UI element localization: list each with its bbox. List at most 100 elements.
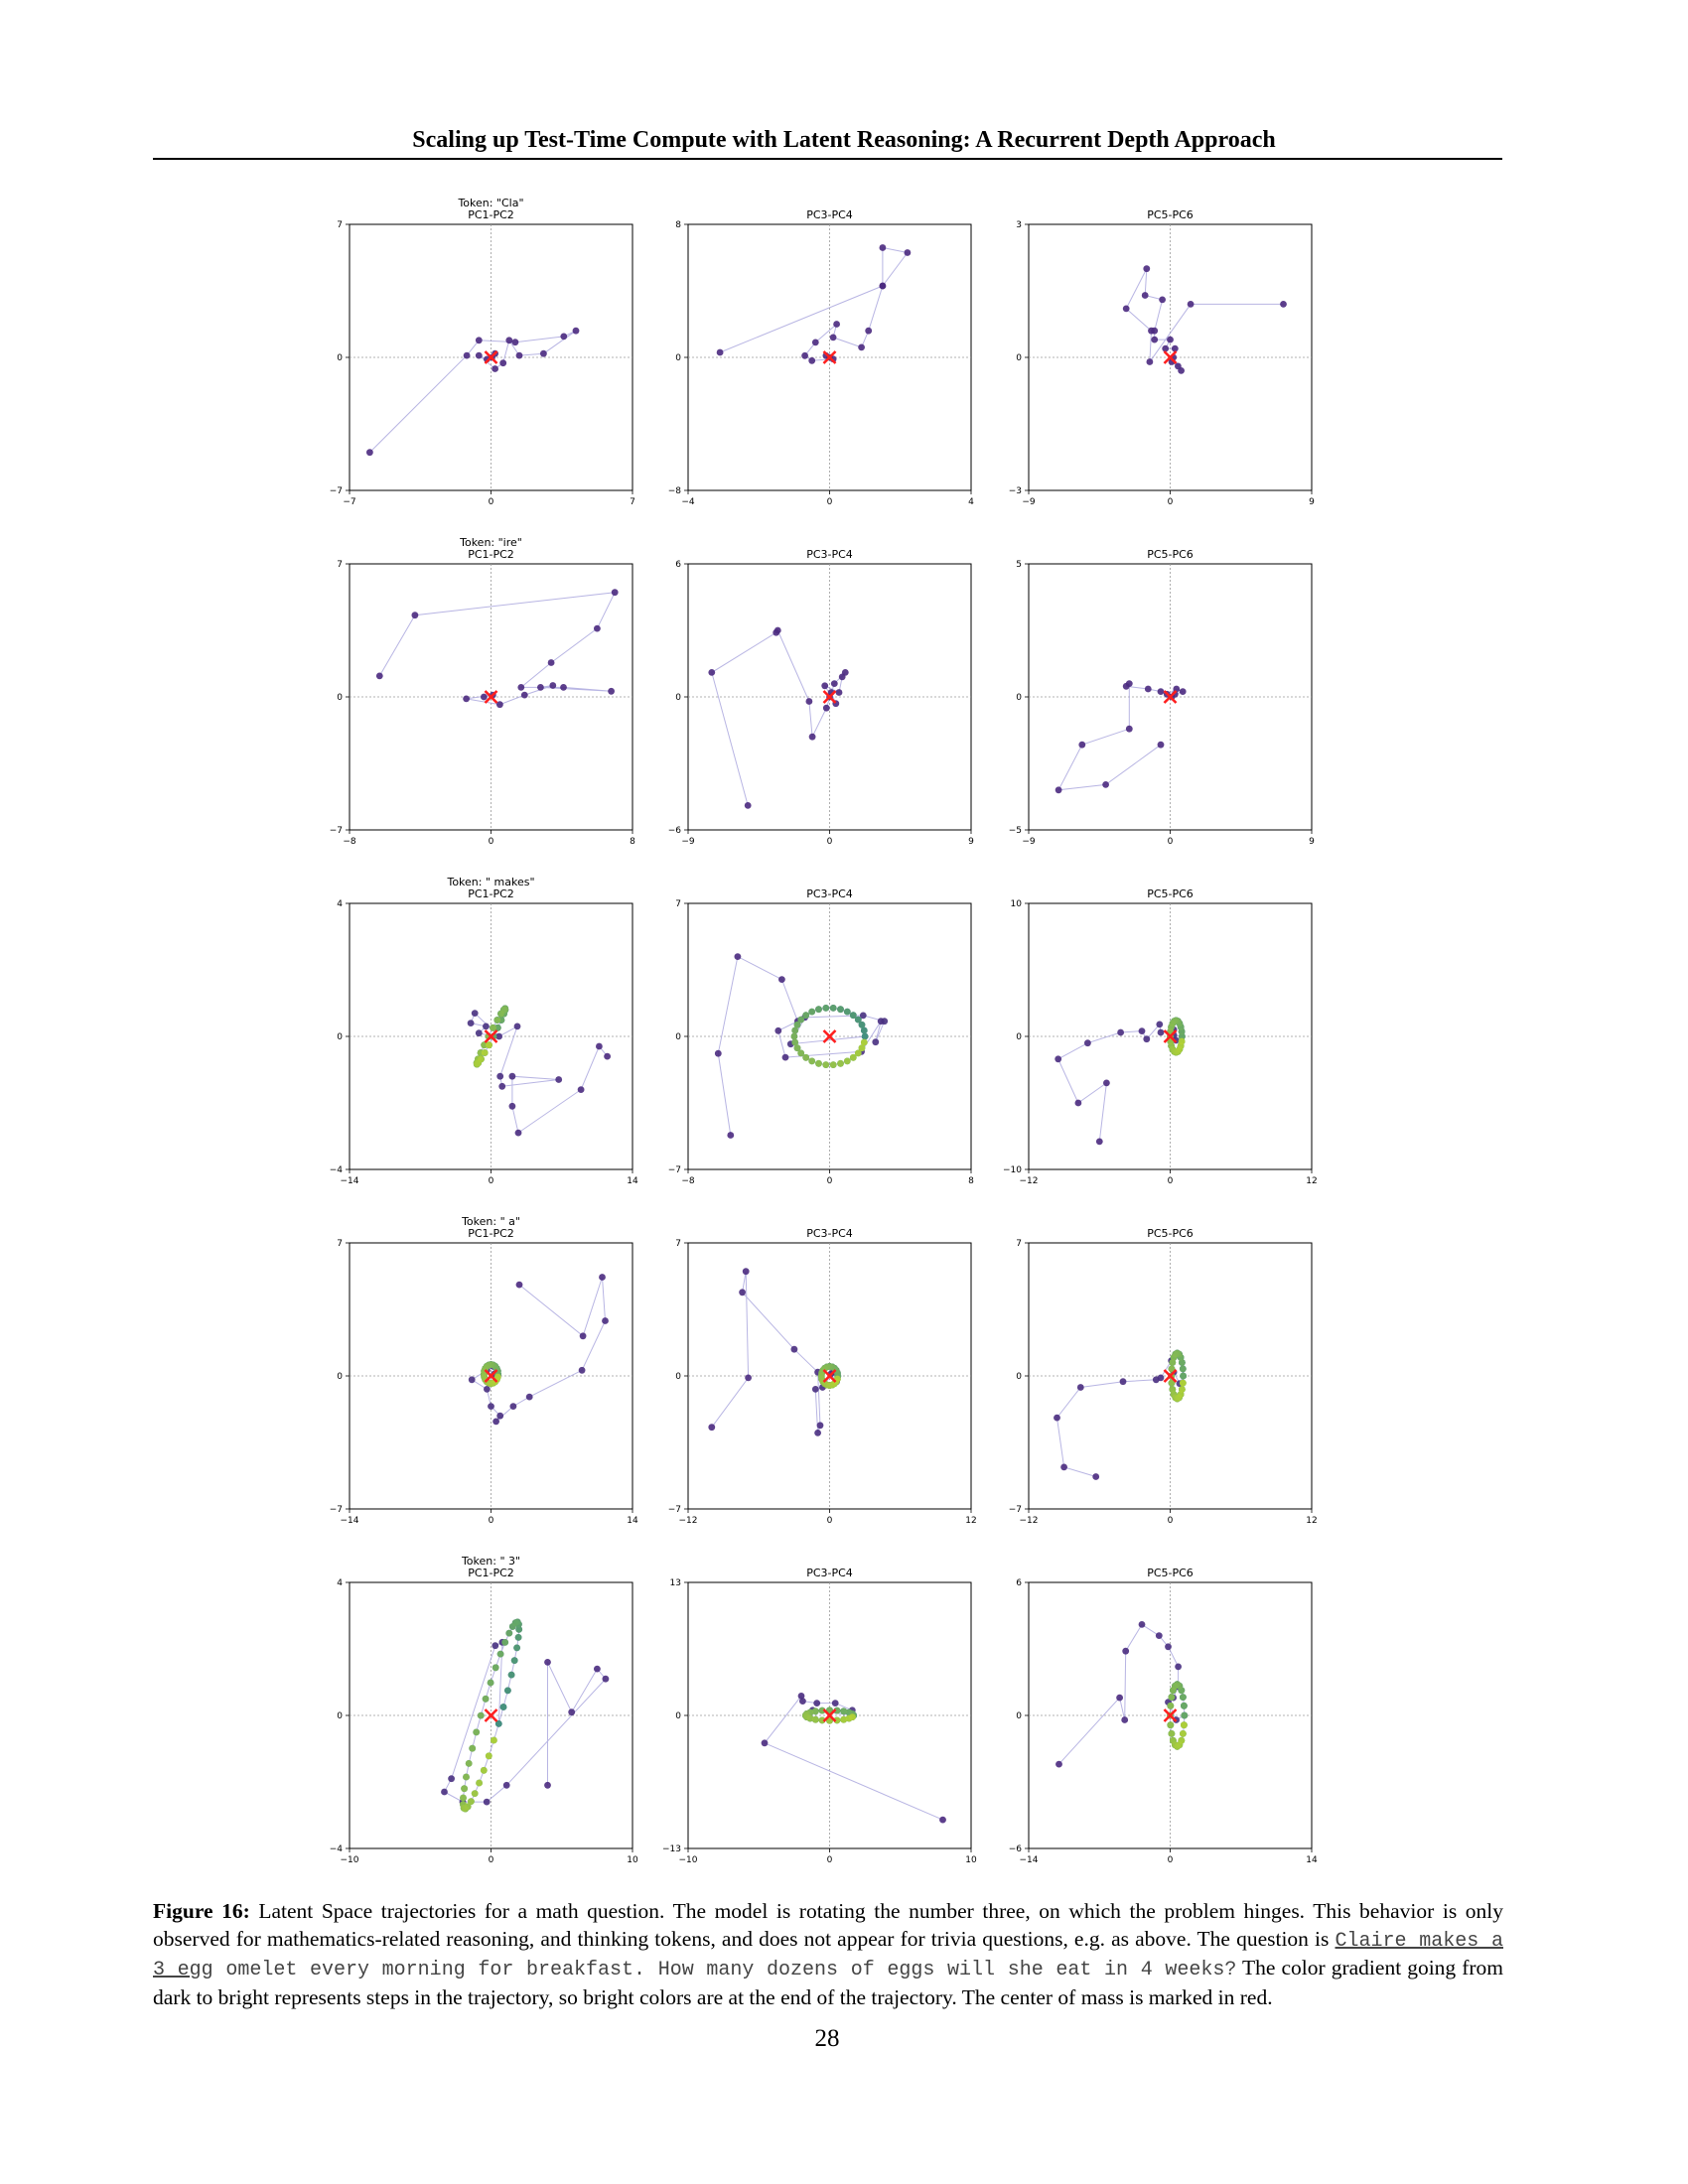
trajectory-point (858, 343, 865, 351)
center-of-mass-marker (822, 1029, 837, 1043)
trajectory-point (471, 1010, 479, 1017)
trajectory-point (1159, 296, 1166, 304)
trajectory-point (843, 1057, 851, 1065)
trajectory-point (790, 1345, 798, 1353)
trajectory-point (1055, 1055, 1062, 1063)
trajectory-point (494, 1720, 502, 1727)
y-tick-label: 13 (670, 1578, 681, 1588)
trajectory-point (508, 1623, 516, 1630)
panel-2-0: Token: " makes"PC1-PC2 −14 0 14 −4 0 4 (330, 876, 638, 1186)
trajectory-point (487, 1679, 494, 1687)
trajectory-point (806, 1714, 814, 1722)
trajectory-point (483, 1023, 490, 1030)
y-tick-label: 0 (337, 693, 343, 703)
y-tick-label: −13 (662, 1844, 681, 1854)
trajectory-point (1141, 292, 1149, 299)
y-tick-label: 4 (337, 1578, 343, 1588)
y-tick-label: 0 (675, 1032, 681, 1042)
center-of-mass-marker (484, 350, 498, 364)
x-tick-label: 0 (827, 1855, 833, 1865)
trajectory-point (485, 1752, 492, 1760)
trajectory-point (801, 351, 808, 359)
center-of-mass-marker (1163, 1708, 1178, 1722)
trajectory-point (594, 1665, 601, 1673)
trajectory-point (1177, 1391, 1185, 1398)
panel-title: Token: "ire" (459, 536, 522, 549)
trajectory-line (378, 592, 617, 706)
trajectory-point (499, 359, 507, 367)
trajectory-point (822, 1005, 830, 1012)
trajectory-point (849, 1713, 856, 1720)
trajectory-point (858, 1021, 866, 1028)
trajectory-point (493, 1373, 501, 1381)
trajectory-point (568, 1708, 576, 1716)
trajectory-point (504, 1687, 511, 1695)
trajectory-point (375, 672, 383, 680)
trajectory-point (837, 1059, 844, 1067)
panel-title: PC3-PC4 (806, 1227, 853, 1240)
trajectory-point (608, 687, 615, 695)
panel-title: Token: " a" (461, 1215, 520, 1228)
trajectory-point (486, 1041, 492, 1049)
trajectory-point (411, 612, 419, 619)
trajectory-point (791, 1038, 799, 1046)
trajectory-point (1280, 301, 1287, 308)
trajectory-point (560, 684, 567, 691)
caption-text-part-1: Latent Space trajectories for a math que… (153, 1899, 1503, 1951)
trajectory-point (1155, 1632, 1163, 1639)
trajectory-point (861, 1032, 869, 1040)
center-of-mass-marker (822, 1708, 837, 1722)
trajectory-point (496, 1072, 504, 1080)
x-tick-label: 0 (1168, 1855, 1174, 1865)
y-tick-label: 0 (1016, 353, 1022, 363)
trajectory-point (854, 1049, 862, 1057)
trajectory-point (463, 1773, 470, 1781)
y-tick-label: 0 (1016, 693, 1022, 703)
trajectory-point (460, 1794, 467, 1802)
trajectory-point (1179, 688, 1187, 695)
panel-2-2: PC5-PC6 −12 0 12 −10 0 10 (1003, 887, 1318, 1186)
y-tick-label: −6 (1009, 1844, 1023, 1854)
trajectory-point (872, 1038, 880, 1046)
panel-title: Token: " 3" (461, 1555, 520, 1568)
trajectory-point (837, 1006, 844, 1014)
trajectory-point (727, 1132, 735, 1139)
center-of-mass-marker (484, 690, 498, 704)
y-tick-label: −6 (668, 826, 682, 836)
trajectory-point (805, 698, 813, 705)
trajectory-point (1168, 1379, 1176, 1387)
trajectory-point (1181, 1711, 1189, 1719)
trajectory-point (488, 1403, 494, 1410)
trajectory-point (578, 1366, 586, 1374)
panel-0-1: PC3-PC4 −4 0 4 −8 0 8 (668, 208, 974, 507)
trajectory-point (833, 1706, 841, 1714)
y-tick-label: 7 (337, 560, 343, 570)
trajectory-point (840, 1707, 848, 1715)
trajectory-point (467, 1020, 475, 1026)
y-tick-label: 0 (1016, 1711, 1022, 1721)
trajectory-point (1151, 327, 1159, 335)
trajectory-point (555, 1076, 563, 1083)
trajectory-point (514, 1129, 522, 1137)
trajectory-point (508, 1102, 516, 1110)
trajectory-point (714, 1049, 722, 1057)
trajectory-point (509, 1403, 517, 1410)
x-tick-label: −10 (341, 1855, 359, 1865)
x-tick-label: −9 (681, 837, 695, 847)
trajectory-point (1117, 1028, 1124, 1036)
trajectory-point (793, 1044, 801, 1052)
trajectory-point (481, 693, 488, 701)
trajectory-point (1138, 1027, 1146, 1034)
trajectory-point (781, 1053, 789, 1061)
trajectory-point (478, 1055, 485, 1063)
trajectory-point (1181, 1721, 1188, 1729)
x-tick-label: −9 (1022, 497, 1036, 507)
x-tick-label: 0 (489, 1176, 494, 1186)
panel-title: PC3-PC4 (806, 887, 853, 900)
trajectory-point (1187, 301, 1195, 308)
trajectory-point (821, 682, 829, 690)
y-tick-label: 0 (1016, 1032, 1022, 1042)
trajectory-point (1179, 1365, 1187, 1373)
trajectory-point (808, 733, 816, 741)
trajectory-point (510, 1657, 518, 1664)
